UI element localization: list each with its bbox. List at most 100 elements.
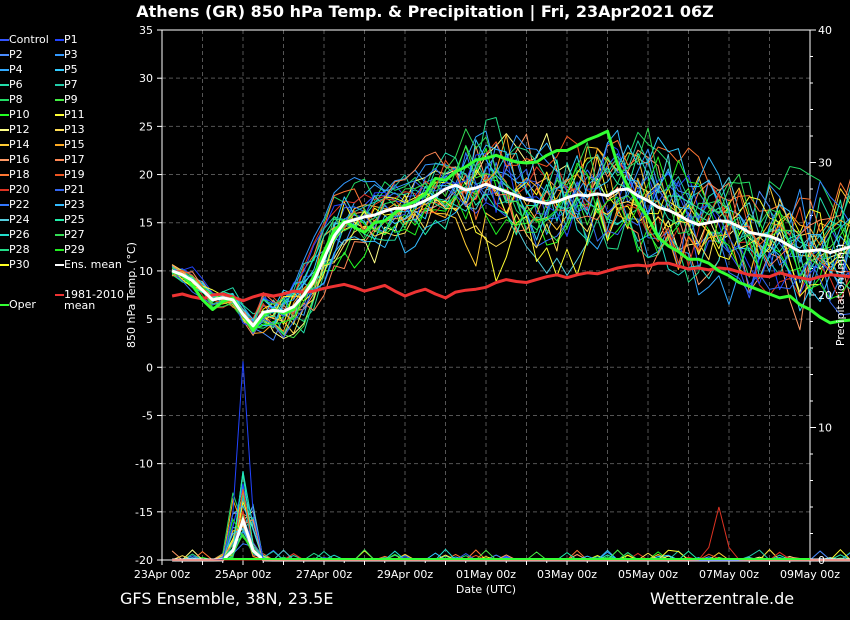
y-tick-label: -15 [135, 506, 153, 519]
precip-member-line [172, 483, 850, 561]
y2-tick-label: 20 [818, 289, 832, 302]
y-tick-label: -10 [135, 458, 153, 471]
member-line [171, 182, 850, 334]
legend-label: P9 [64, 93, 78, 106]
legend-swatch [55, 39, 64, 41]
model-info: GFS Ensemble, 38N, 23.5E [120, 589, 334, 608]
legend-label: P28 [9, 243, 30, 256]
legend-swatch [0, 69, 9, 71]
y-tick-label: 5 [146, 313, 153, 326]
legend-swatch [55, 264, 64, 266]
legend: Control P2 P4 P6 P8 P10 P12 P14 P16 P18 P20 P22 P24 P… [0, 33, 130, 323]
legend-swatch [0, 264, 9, 266]
legend-swatch [0, 39, 9, 41]
legend-label: P17 [64, 153, 85, 166]
x-tick-label: 29Apr 00z [377, 568, 434, 581]
legend-swatch [55, 54, 64, 56]
precip-member-line [172, 533, 850, 561]
series-ens-mean [171, 182, 850, 328]
legend-swatch [0, 144, 9, 146]
legend-swatch [0, 99, 9, 101]
legend-swatch [0, 204, 9, 206]
legend-label: Control [9, 33, 49, 46]
legend-swatch [55, 159, 64, 161]
legend-label: P29 [64, 243, 85, 256]
legend-swatch [55, 189, 64, 191]
member-line [172, 140, 850, 328]
precip-member-line [172, 485, 850, 561]
legend-label: P12 [9, 123, 30, 136]
legend-swatch [55, 174, 64, 176]
legend-label: P21 [64, 183, 85, 196]
legend-swatch [0, 189, 9, 191]
chart-title: Athens (GR) 850 hPa Temp. & Precipitatio… [136, 2, 714, 21]
legend-label: P4 [9, 63, 23, 76]
x-tick-label: 01May 00z [456, 568, 516, 581]
precip-member-line [172, 512, 850, 561]
y-tick-label: -5 [142, 409, 153, 422]
legend-swatch [0, 54, 9, 56]
precip-member-line [172, 527, 850, 561]
legend-label: Ens. mean [64, 258, 122, 271]
legend-swatch [0, 304, 9, 306]
member-line [171, 156, 850, 331]
x-axis-title: Date (UTC) [456, 583, 516, 596]
legend-swatch [55, 114, 64, 116]
precip-member-line [172, 509, 850, 561]
legend-label: P30 [9, 258, 30, 271]
precip-member-line [172, 489, 850, 561]
legend-label: P7 [64, 78, 78, 91]
x-tick-label: 23Apr 00z [134, 568, 191, 581]
precip-member-line [171, 512, 850, 561]
legend-swatch [55, 234, 64, 236]
source-credit: Wetterzentrale.de [650, 589, 795, 608]
legend-label: P6 [9, 78, 23, 91]
legend-label: P26 [9, 228, 30, 241]
y2-axis-title: Precipitation (mm) [834, 244, 847, 346]
legend-swatch [55, 204, 64, 206]
legend-label: P14 [9, 138, 30, 151]
precipitation-series [171, 361, 850, 562]
series-1981-2010-mean [171, 261, 850, 303]
legend-swatch [0, 219, 9, 221]
legend-label: P15 [64, 138, 85, 151]
precip-member-line [171, 490, 850, 561]
legend-label: P1 [64, 33, 78, 46]
legend-label: P16 [9, 153, 30, 166]
precip-member-line [172, 517, 850, 561]
legend-label: P18 [9, 168, 30, 181]
member-line [171, 168, 850, 339]
legend-label: P24 [9, 213, 30, 226]
legend-swatch [0, 234, 9, 236]
member-line [171, 127, 850, 324]
y-tick-label: 25 [139, 120, 153, 133]
x-tick-label: 03May 00z [537, 568, 597, 581]
x-tick-label: 05May 00z [618, 568, 678, 581]
member-line [171, 134, 850, 321]
precip-member-line [172, 520, 850, 561]
legend-swatch [55, 84, 64, 86]
precip-member-line [172, 492, 850, 561]
precip-member-line [172, 516, 850, 561]
x-tick-label: 25Apr 00z [215, 568, 272, 581]
precip-member-line [172, 519, 850, 561]
legend-label: P25 [64, 213, 85, 226]
precip-member-line [172, 510, 850, 561]
y-tick-label: 35 [139, 24, 153, 37]
legend-label: P20 [9, 183, 30, 196]
y-tick-label: 20 [139, 169, 153, 182]
y-tick-label: -20 [135, 554, 153, 567]
legend-swatch [55, 99, 64, 101]
legend-label: Oper [9, 298, 36, 311]
legend-label: P23 [64, 198, 85, 211]
precip-member-line [172, 473, 850, 561]
precip-member-line [172, 529, 850, 561]
y2-tick-label: 10 [818, 422, 832, 435]
legend-swatch [55, 144, 64, 146]
precip-member-line [172, 530, 850, 561]
legend-label: P11 [64, 108, 85, 121]
axis-labels: 35 30 25 20 15 10 5 0 -5 -10 -15 -20 40 30 20 10 0 23Apr … [125, 24, 847, 596]
series-oper [171, 129, 850, 333]
legend-swatch [55, 129, 64, 131]
